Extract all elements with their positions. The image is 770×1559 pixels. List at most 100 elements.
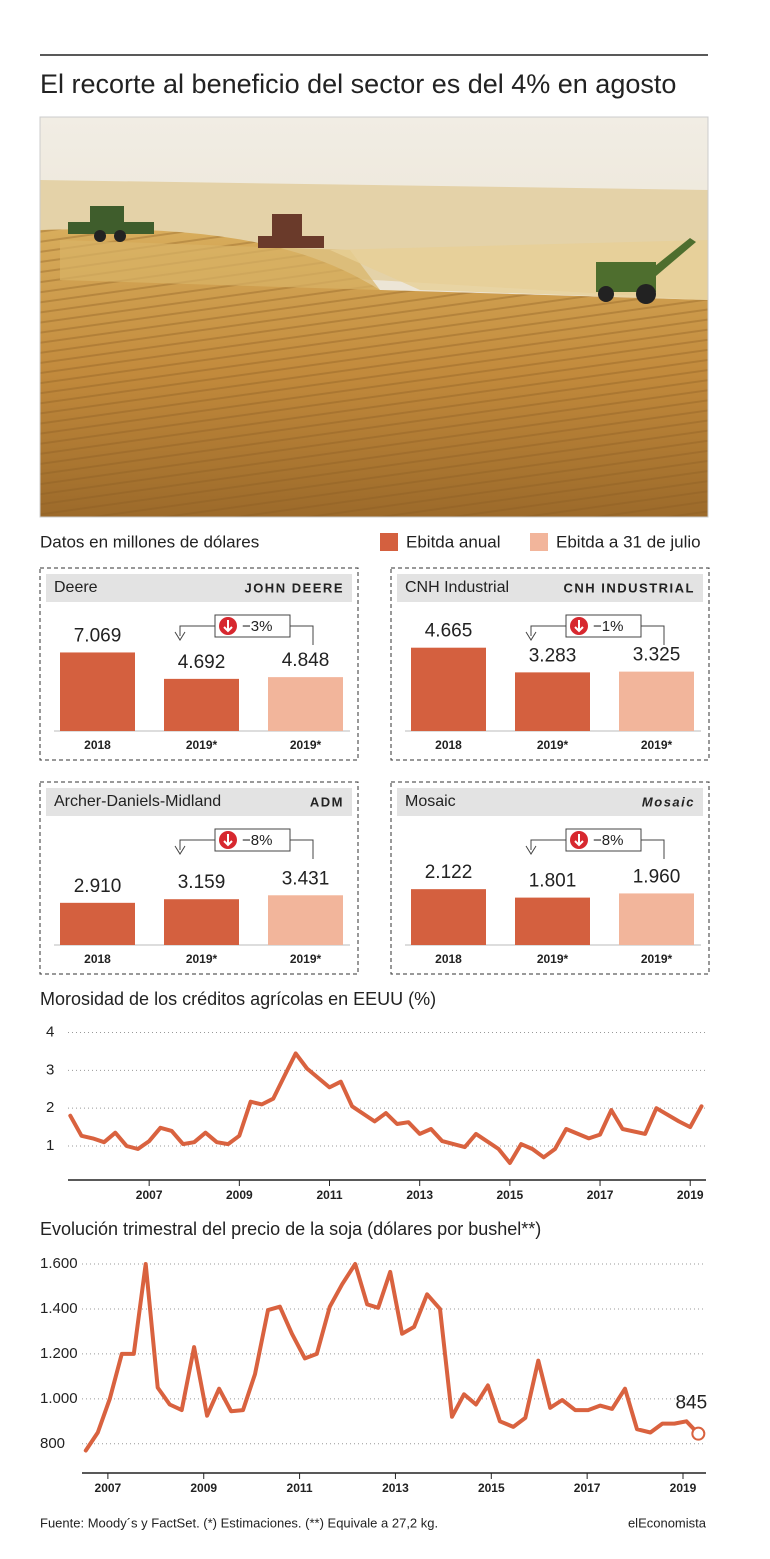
x-tick-label: 2015 [497, 1188, 524, 1202]
panel-header [397, 788, 703, 816]
annotation-bracket [179, 625, 215, 636]
y-tick-label: 2 [46, 1099, 54, 1116]
y-tick-label: 1.600 [40, 1255, 78, 1272]
annotation-bracket [530, 839, 566, 850]
category-label: 2019* [290, 952, 322, 966]
annotation-bracket [641, 839, 665, 859]
bar [619, 671, 694, 731]
panel-title: Archer-Daniels-Midland [54, 793, 221, 810]
bar [164, 899, 239, 945]
legend-label: Ebitda a 31 de julio [556, 532, 701, 551]
value-label: 2.910 [74, 876, 122, 897]
bar [268, 677, 343, 731]
bar [60, 652, 135, 731]
panel-border [390, 567, 710, 761]
category-label: 2019* [290, 738, 322, 752]
annotation-arrow [174, 631, 186, 641]
y-tick-label: 800 [40, 1435, 65, 1452]
legend-swatch [530, 533, 548, 551]
brand: elEconomista [628, 1515, 707, 1530]
bar [515, 672, 590, 731]
end-marker [691, 1426, 706, 1441]
down-icon-arrow [574, 620, 584, 633]
value-label: 3.159 [178, 872, 226, 893]
source: Fuente: Moody´s y FactSet. (*) Estimacio… [40, 1515, 438, 1530]
x-tick-label: 2009 [226, 1188, 253, 1202]
annotation-text: −8% [242, 832, 272, 849]
x-tick-label: 2007 [95, 1481, 122, 1495]
annotation-text: −3% [242, 618, 272, 635]
x-tick-label: 2019 [670, 1481, 697, 1495]
y-tick-label: 1.200 [40, 1345, 78, 1362]
category-label: 2018 [435, 738, 462, 752]
photo [39, 116, 709, 518]
y-tick-label: 1.000 [40, 1390, 78, 1407]
annotation-bracket [290, 839, 314, 859]
down-icon-arrow [223, 620, 233, 633]
bar [619, 893, 694, 945]
x-tick-label: 2017 [587, 1188, 614, 1202]
legend-swatch [380, 533, 398, 551]
bar [268, 895, 343, 945]
x-tick-label: 2013 [382, 1481, 409, 1495]
x-tick-label: 2011 [316, 1188, 342, 1202]
annotation-bracket [179, 839, 215, 850]
annotation-bracket [530, 625, 566, 636]
x-tick-label: 2011 [287, 1481, 313, 1495]
y-tick-label: 1 [46, 1137, 54, 1154]
annotation-bracket [290, 625, 314, 645]
panel-header [46, 788, 352, 816]
down-icon-arrow [223, 834, 233, 847]
category-label: 2019* [537, 738, 569, 752]
category-label: 2018 [84, 738, 111, 752]
value-label: 4.848 [282, 650, 330, 671]
headline: El recorte al beneficio del sector es de… [40, 69, 676, 99]
panel-header [46, 574, 352, 602]
x-tick-label: 2017 [574, 1481, 601, 1495]
down-icon-arrow [574, 834, 584, 847]
annotation-bracket [641, 625, 665, 645]
y-tick-label: 4 [46, 1024, 54, 1041]
company-logo: CNH INDUSTRIAL [564, 580, 696, 595]
panel-border [39, 781, 359, 975]
x-tick-label: 2019 [677, 1188, 704, 1202]
value-label: 3.325 [633, 645, 681, 666]
end-label: 845 [675, 1393, 707, 1414]
panel-border [390, 781, 710, 975]
chart-title: Morosidad de los créditos agrícolas en E… [40, 989, 436, 1009]
panel-title: Mosaic [405, 793, 456, 810]
category-label: 2019* [641, 738, 673, 752]
value-label: 1.960 [633, 866, 681, 887]
company-logo: JOHN DEERE [244, 580, 344, 595]
line [83, 1262, 701, 1453]
chart-title: Evolución trimestral del precio de la so… [40, 1219, 541, 1239]
panel-title: Deere [54, 579, 98, 596]
value-label: 3.431 [282, 868, 330, 889]
annotation-text: −1% [593, 618, 623, 635]
company-logo: Mosaic [642, 794, 695, 809]
y-tick-label: 3 [46, 1061, 54, 1078]
annotation-arrow [525, 631, 537, 641]
bar [411, 889, 486, 945]
x-tick-label: 2007 [136, 1188, 163, 1202]
category-label: 2018 [435, 952, 462, 966]
category-label: 2018 [84, 952, 111, 966]
panel-border [39, 567, 359, 761]
x-tick-label: 2013 [406, 1188, 433, 1202]
line [68, 1051, 704, 1165]
bar [60, 902, 135, 945]
value-label: 4.692 [178, 652, 226, 673]
value-label: 2.122 [425, 862, 473, 883]
value-label: 7.069 [74, 625, 122, 646]
y-tick-label: 1.400 [40, 1300, 78, 1317]
category-label: 2019* [186, 738, 218, 752]
data-note: Datos en millones de dólares [40, 532, 259, 551]
category-label: 2019* [186, 952, 218, 966]
bar [515, 897, 590, 945]
x-tick-label: 2009 [190, 1481, 217, 1495]
annotation-arrow [525, 845, 537, 855]
bar [411, 647, 486, 731]
value-label: 3.283 [529, 645, 577, 666]
panel-title: CNH Industrial [405, 579, 509, 596]
